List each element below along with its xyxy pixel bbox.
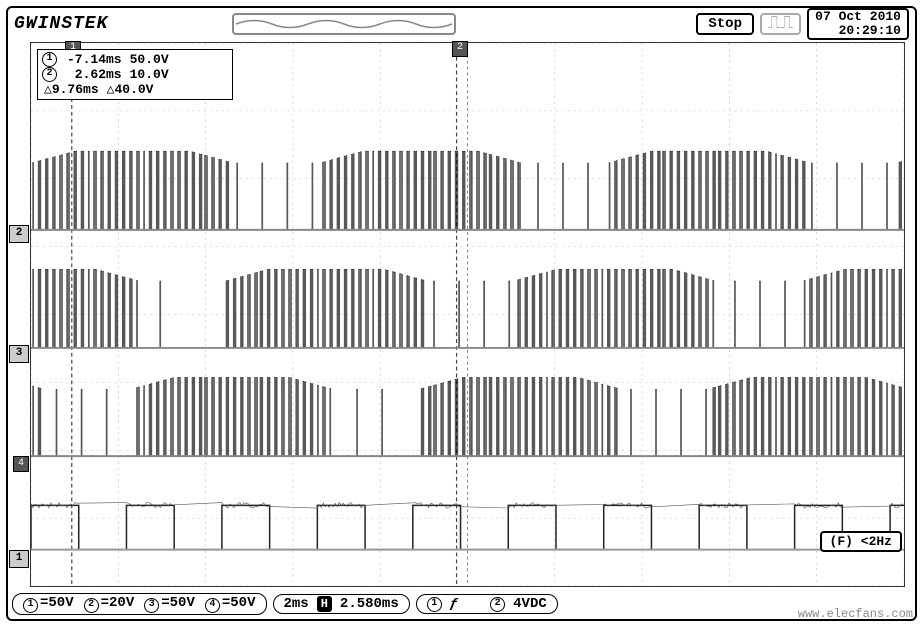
cursor1-idx: 1 [42,52,57,67]
date: 07 Oct 2010 [815,10,901,24]
timebase: 2ms [284,596,309,612]
freq-value: <2Hz [861,534,892,549]
top-bar: GWINSTEK Stop ⎍⎍ 07 Oct 2010 20:29:10 [8,8,915,40]
ch3-badge[interactable]: 3 [9,345,29,363]
freq-label: F [837,534,845,549]
oscilloscope-frame: GWINSTEK Stop ⎍⎍ 07 Oct 2010 20:29:10 1 … [6,6,917,621]
trigger-readout: 1 ƒ 2 4VDC [416,594,558,614]
delta-time: △9.76ms [44,82,99,97]
scale-ch4: 4=50V [205,595,256,613]
scale-ch1: 1=50V [23,595,74,613]
cursor-marker-2[interactable]: 2 [452,41,468,57]
datetime: 07 Oct 2010 20:29:10 [807,8,909,40]
ch1-badge[interactable]: 1 [9,550,29,568]
waveform-display[interactable]: 1 2 2 3 4 1 1-7.14ms50.0V 2 2.62ms10.0V … [30,42,905,587]
h-offset: 2.580ms [340,596,399,612]
h-offset-icon: H [317,596,332,612]
scale-ch3: 3=50V [144,595,195,613]
ch2-badge[interactable]: 2 [9,225,29,243]
scale-ch2: 2=20V [84,595,135,613]
waveform-svg [31,43,904,586]
cursor2-volt: 10.0V [130,67,169,82]
trigger-ch: 1 [427,597,442,612]
acquire-mode-icon[interactable]: ⎍⎍ [760,13,801,35]
cursor1-volt: 50.0V [130,52,169,67]
memory-bar [232,13,456,35]
cursor2-idx: 2 [42,67,57,82]
bottom-bar: 1=50V 2=20V 3=50V 4=50V 2ms H 2.580ms 1 ƒ 2… [12,591,911,617]
cursor1-time: -7.14ms [67,52,122,67]
frequency-counter: (F) <2Hz [820,531,902,552]
trigger-mode: ƒ [450,596,458,612]
time: 20:29:10 [815,24,901,38]
timebase-readout: 2ms H 2.580ms [273,594,410,614]
trigger-level: 4VDC [513,596,547,612]
run-stop-status[interactable]: Stop [696,13,754,35]
channel-scales: 1=50V 2=20V 3=50V 4=50V [12,593,267,615]
ch4-badge[interactable]: 4 [13,456,29,472]
cursor-readout: 1 -7.14ms 50.0V 2 2.62ms 10.0V △9.76ms △40.0… [37,49,233,100]
trigger-level-idx: 2 [490,597,505,612]
logo: GWINSTEK [14,14,108,34]
delta-volt: △40.0V [107,82,154,97]
cursor2-time: 2.62ms [67,67,122,82]
